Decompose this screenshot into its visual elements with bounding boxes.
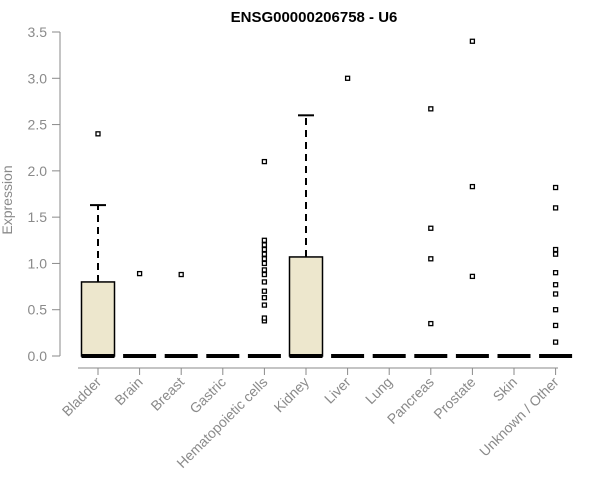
outlier-point xyxy=(552,246,559,253)
outlier-point xyxy=(95,131,101,137)
outlier-point xyxy=(261,288,268,294)
outlier-point xyxy=(428,225,434,231)
x-tick-label: Lung xyxy=(362,374,395,407)
outlier-point xyxy=(261,251,268,257)
outlier-point xyxy=(552,322,559,329)
outlier-point xyxy=(552,282,559,288)
box-kidney xyxy=(288,114,324,358)
box-hematopoietic-cells xyxy=(247,158,281,358)
box-pancreas xyxy=(414,106,448,358)
x-tick-label: Bladder xyxy=(59,374,105,420)
outlier-point xyxy=(552,291,559,297)
y-axis-title: Expression xyxy=(0,165,15,234)
outlier-point xyxy=(261,302,268,308)
outlier-point xyxy=(261,246,268,253)
x-tick-label: Brain xyxy=(111,374,145,408)
box-liver xyxy=(331,75,365,358)
outlier-point xyxy=(552,270,559,276)
outlier-point xyxy=(178,271,184,278)
y-tick-label: 2.0 xyxy=(28,163,48,179)
outlier-point xyxy=(261,267,268,273)
x-tick-label: Liver xyxy=(321,374,354,407)
outlier-point xyxy=(428,106,434,112)
outlier-point xyxy=(261,315,268,321)
y-tick-label: 0.0 xyxy=(28,348,48,364)
outlier-point xyxy=(428,256,434,262)
outlier-point xyxy=(261,271,268,278)
outlier-point xyxy=(552,339,559,345)
outlier-point xyxy=(552,251,559,257)
outlier-point xyxy=(469,38,476,44)
box-bladder xyxy=(80,131,116,358)
y-tick-label: 1.5 xyxy=(28,209,48,225)
box-prostate xyxy=(455,38,489,358)
y-axis-ticks: 0.0 0.5 1.0 1.5 2.0 2.5 3.0 3.5 xyxy=(28,24,60,364)
outlier-point xyxy=(261,158,268,165)
outlier-point xyxy=(344,75,351,81)
outlier-point xyxy=(469,183,476,190)
x-tick-label: Kidney xyxy=(271,374,313,416)
outlier-point xyxy=(428,320,434,327)
outlier-point xyxy=(261,256,268,262)
box-brain xyxy=(123,270,157,358)
y-tick-label: 0.5 xyxy=(28,302,48,318)
chart-title: ENSG00000206758 - U6 xyxy=(231,9,398,26)
x-tick-label: Prostate xyxy=(430,374,478,422)
outlier-point xyxy=(469,273,476,280)
box-rect xyxy=(288,256,324,357)
box-breast xyxy=(164,271,198,358)
box-unknown-other xyxy=(539,184,573,358)
outlier-point xyxy=(552,307,559,313)
x-tick-label: Skin xyxy=(490,374,521,405)
y-tick-label: 2.5 xyxy=(28,117,48,133)
outlier-point xyxy=(261,242,268,248)
x-tick-label: Unknown / Other xyxy=(476,374,562,460)
box-rect xyxy=(80,281,116,357)
outlier-point xyxy=(261,237,268,243)
y-tick-label: 3.5 xyxy=(28,24,48,40)
outlier-point xyxy=(261,295,268,301)
outlier-point xyxy=(136,270,143,277)
y-tick-label: 1.0 xyxy=(28,255,48,271)
outlier-point xyxy=(552,205,559,211)
box-series xyxy=(80,38,573,358)
outlier-point xyxy=(261,260,268,267)
outlier-point xyxy=(261,279,268,285)
y-tick-label: 3.0 xyxy=(28,70,48,86)
x-tick-label: Breast xyxy=(147,374,187,414)
outlier-point xyxy=(552,184,559,191)
